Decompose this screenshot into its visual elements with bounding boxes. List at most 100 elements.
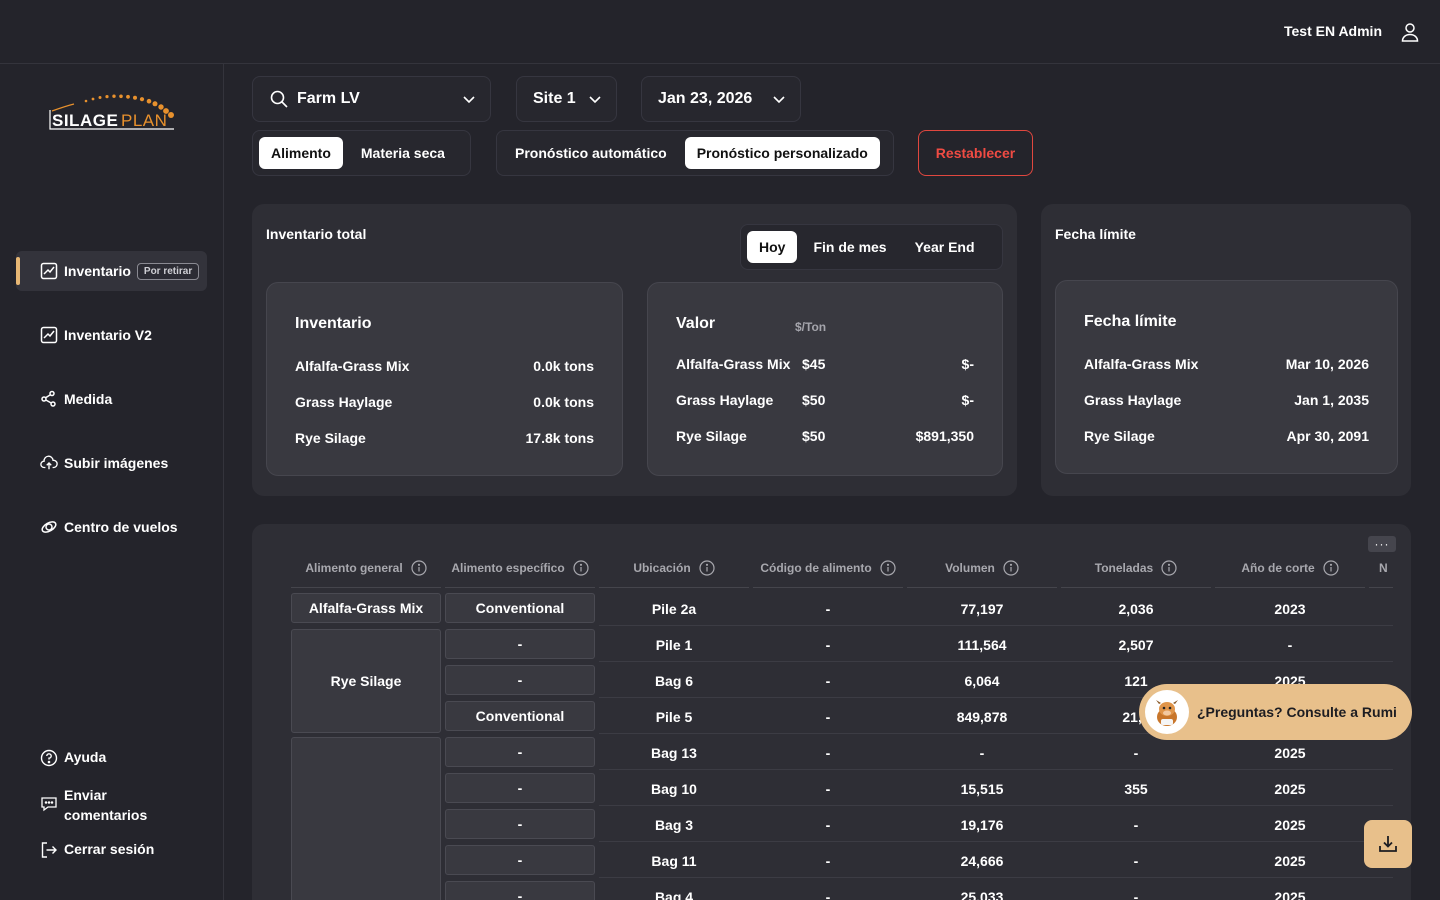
table-cell[interactable]: - [445, 809, 595, 839]
panel-title: Inventario total [266, 226, 367, 242]
table-cell: Bag 4 [654, 889, 694, 900]
sidebar-item-subir-imagenes[interactable]: Subir imágenes [16, 443, 207, 483]
sidebar-item-cerrar-sesion[interactable]: Cerrar sesión [40, 841, 154, 859]
feed-value: 0.0k tons [533, 358, 594, 374]
sidebar-item-medida[interactable]: Medida [16, 379, 207, 419]
table-cell: 2025 [1274, 817, 1306, 833]
column-header[interactable]: Alimento general [291, 556, 441, 580]
sidebar-item-ayuda[interactable]: Ayuda [40, 749, 106, 767]
info-icon[interactable] [880, 560, 896, 576]
tab-materia-seca[interactable]: Materia seca [360, 145, 445, 161]
row-divider [599, 805, 1393, 806]
farm-select[interactable]: Farm LV [252, 76, 491, 122]
feed-price: $50 [802, 428, 826, 444]
rumi-assistant-button[interactable]: ¿Preguntas? Consulte a Rumi [1139, 684, 1412, 740]
column-header-label: Código de alimento [760, 561, 872, 575]
card-title: Inventario [295, 315, 372, 332]
forecast-toggle: Pronóstico automático Pronóstico persona… [496, 130, 894, 176]
column-header[interactable]: Código de alimento [753, 556, 903, 580]
table-cell: - [825, 853, 831, 869]
search-icon [269, 89, 289, 109]
column-header-label: Toneladas [1094, 561, 1154, 575]
column-header[interactable]: Volumen [907, 556, 1057, 580]
feed-total: $- [961, 356, 974, 372]
table-cell[interactable]: - [445, 737, 595, 767]
user-name[interactable]: Test EN Admin [1283, 23, 1382, 39]
table-cell: - [1133, 745, 1139, 761]
feed-name: Grass Haylage [1084, 392, 1182, 408]
info-icon[interactable] [573, 560, 589, 576]
logo-text-silage: SILAGE [52, 111, 119, 130]
feed-date: Apr 30, 2091 [1286, 428, 1370, 444]
row-divider [599, 697, 1393, 698]
reset-button[interactable]: Restablecer [918, 130, 1033, 176]
table-cell: - [825, 637, 831, 653]
list-item: Alfalfa-Grass Mix Mar 10, 2026 [1084, 354, 1369, 374]
table-cell: 15,515 [960, 781, 1004, 797]
feed-total: $- [961, 392, 974, 408]
row-divider [599, 841, 1393, 842]
deadline-card: Fecha límite Alfalfa-Grass Mix Mar 10, 20… [1055, 280, 1398, 474]
sidebar-item-inventario-v2[interactable]: Inventario V2 [16, 315, 207, 355]
table-cell: 2025 [1274, 853, 1306, 869]
tab-hoy[interactable]: Hoy [747, 231, 798, 263]
column-header-label: Ubicación [633, 561, 691, 575]
more-options-button[interactable]: ··· [1368, 536, 1396, 552]
table-cell[interactable]: - [445, 629, 595, 659]
column-header[interactable]: Toneladas [1061, 556, 1211, 580]
card-title: Fecha límite [1084, 313, 1177, 330]
table-cell[interactable]: - [445, 773, 595, 803]
site-select[interactable]: Site 1 [516, 76, 617, 122]
user-icon[interactable] [1396, 18, 1424, 46]
sidebar-item-inventario[interactable]: Inventario Por retirar [16, 251, 207, 291]
feed-name: Rye Silage [1084, 428, 1155, 444]
feed-name: Rye Silage [295, 430, 366, 446]
list-item: Grass Haylage 0.0k tons [295, 392, 594, 412]
row-divider [599, 769, 1393, 770]
tab-pronostico-personalizado[interactable]: Pronóstico personalizado [684, 137, 880, 169]
table-cell: Pile 5 [655, 709, 693, 725]
table-cell: Bag 3 [654, 817, 694, 833]
sidebar-item-label: Centro de vuelos [64, 519, 178, 535]
table-cell[interactable]: - [445, 845, 595, 875]
table-cell: - [825, 817, 831, 833]
tab-pronostico-automatico[interactable]: Pronóstico automático [515, 145, 667, 161]
table-cell: Pile 1 [655, 637, 693, 653]
tab-alimento[interactable]: Alimento [259, 137, 343, 169]
sidebar-item-label: Ayuda [64, 749, 107, 765]
table-cell: 111,564 [957, 637, 1007, 653]
table-cell[interactable]: - [445, 665, 595, 695]
rumi-avatar [1145, 690, 1189, 734]
list-item: Grass Haylage $50 $- [676, 392, 974, 412]
info-icon[interactable] [1323, 560, 1339, 576]
feed-total: $891,350 [915, 428, 974, 444]
table-cell: Bag 10 [651, 781, 697, 797]
table-cell[interactable]: - [445, 881, 595, 900]
column-header[interactable]: Ubicación [599, 556, 749, 580]
sidebar-item-centro-de-vuelos[interactable]: Centro de vuelos [16, 507, 207, 547]
row-divider [599, 625, 1393, 626]
value-card: Valor $/Ton Alfalfa-Grass Mix $45 $- Grass… [647, 282, 1003, 476]
table-cell: Pile 2a [651, 601, 697, 617]
tab-year-end[interactable]: Year End [914, 239, 975, 255]
column-header[interactable]: N [1369, 556, 1403, 580]
download-button[interactable] [1364, 820, 1412, 868]
table-cell[interactable]: Conventional [445, 593, 595, 623]
info-icon[interactable] [1161, 560, 1177, 576]
silageplan-logo[interactable]: SILAGE PLAN [46, 94, 178, 134]
date-select[interactable]: Jan 23, 2026 [641, 76, 801, 122]
info-icon[interactable] [411, 560, 427, 576]
tab-fin-de-mes[interactable]: Fin de mes [813, 239, 887, 255]
table-cell[interactable]: Conventional [445, 701, 595, 731]
table-cell: 24,666 [960, 853, 1004, 869]
info-icon[interactable] [1003, 560, 1019, 576]
list-item: Rye Silage Apr 30, 2091 [1084, 426, 1369, 446]
feed-date: Mar 10, 2026 [1285, 356, 1369, 372]
row-divider [599, 733, 1393, 734]
period-tabs: Hoy Fin de mes Year End [740, 224, 1003, 270]
column-header[interactable]: Alimento específico [445, 556, 595, 580]
column-header[interactable]: Año de corte [1215, 556, 1365, 580]
sidebar-item-enviar-comentarios[interactable]: Enviar comentarios [40, 785, 160, 825]
info-icon[interactable] [699, 560, 715, 576]
table-cell: 25,033 [960, 889, 1004, 900]
